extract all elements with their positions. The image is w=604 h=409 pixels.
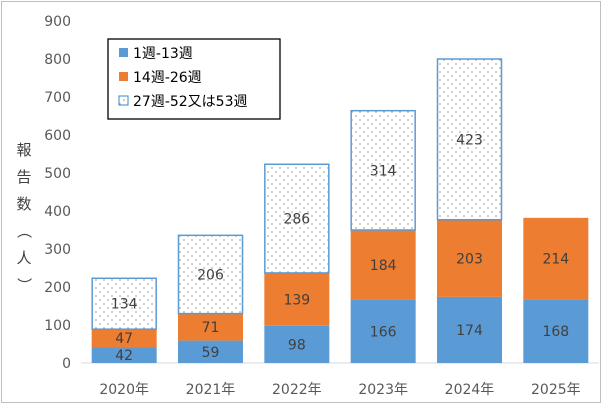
legend-label: 27週-52又は53週 [133, 94, 248, 110]
x-tick-label: 2022年 [272, 382, 322, 398]
legend-label: 14週-26週 [133, 70, 202, 86]
y-tick-label: 600 [44, 128, 71, 144]
y-tick-label: 200 [44, 280, 71, 296]
bar-segment [264, 163, 330, 274]
bar-segment [91, 277, 157, 330]
y-tick-label: 300 [44, 242, 71, 258]
data-label: 134 [111, 297, 138, 313]
bar-segment [91, 329, 157, 348]
data-label: 42 [115, 348, 133, 364]
legend-label: 1週-13週 [133, 46, 193, 62]
y-tick-label: 800 [44, 52, 71, 68]
data-label: 423 [456, 132, 483, 148]
data-label: 98 [288, 337, 306, 353]
legend-swatch [119, 48, 128, 57]
y-tick-label: 0 [62, 356, 71, 372]
data-label: 203 [456, 251, 483, 267]
y-tick-label: 100 [44, 318, 71, 334]
data-label: 139 [283, 292, 310, 308]
bar-segment [264, 325, 330, 363]
y-tick-label: 500 [44, 166, 71, 182]
data-label: 166 [370, 324, 397, 340]
legend-swatch [119, 72, 128, 81]
x-tick-label: 2025年 [531, 382, 581, 398]
y-axis-label-char: 報 [16, 141, 31, 159]
x-tick-label: 2021年 [186, 382, 236, 398]
legend-box [107, 38, 281, 120]
data-label: 168 [542, 324, 569, 340]
y-axis-label: 報告数 （ 人 ） [15, 141, 33, 293]
chart-frame: 0 100 200 300 400 500 600 700 800 900 2020年 2021年 20… [1, 1, 601, 403]
stacked-bar-chart: 0 100 200 300 400 500 600 700 800 900 2020年 2021年 20… [15, 14, 599, 398]
y-axis-label-char: 数 [16, 195, 31, 213]
y-axis-label-char: （ [15, 223, 33, 238]
bars [91, 58, 589, 363]
data-label: 214 [542, 252, 569, 268]
x-tick-label: 2024年 [445, 382, 495, 398]
legend-swatch [118, 95, 129, 106]
legend: 1週-13週 14週-26週 27週-52又は53週 [107, 38, 281, 120]
data-label: 47 [115, 331, 133, 347]
y-axis-label-char: ） [15, 277, 33, 292]
y-axis-label-char: 告 [16, 168, 31, 186]
data-label: 174 [456, 323, 483, 339]
bar-segment [523, 299, 589, 363]
bar-segment [177, 234, 244, 315]
bar-segment [350, 230, 416, 300]
bar-segment [523, 217, 589, 300]
data-label: 314 [370, 163, 397, 179]
bar-segment [178, 313, 243, 341]
bar-segment [350, 299, 416, 363]
bar-segment [178, 340, 243, 363]
data-label: 59 [202, 345, 220, 361]
y-tick-label: 400 [44, 204, 71, 220]
bar-segment [264, 272, 330, 326]
data-label: 71 [202, 320, 220, 336]
bar-segment [436, 58, 503, 221]
data-label: 206 [197, 267, 224, 283]
x-tick-label: 2020年 [99, 382, 149, 398]
data-label: 184 [370, 258, 397, 274]
y-axis-label-char: 人 [16, 249, 31, 267]
bar-segment [91, 347, 157, 363]
y-tick-label: 900 [44, 14, 71, 30]
bar-segment [437, 296, 502, 363]
x-tick-label: 2023年 [358, 382, 408, 398]
bar-segment [437, 219, 502, 297]
axes: 0 100 200 300 400 500 600 700 800 900 2020年 2021年 20… [44, 14, 599, 398]
data-label: 286 [283, 212, 310, 228]
bar-segment [350, 109, 416, 231]
y-tick-label: 700 [44, 90, 71, 106]
